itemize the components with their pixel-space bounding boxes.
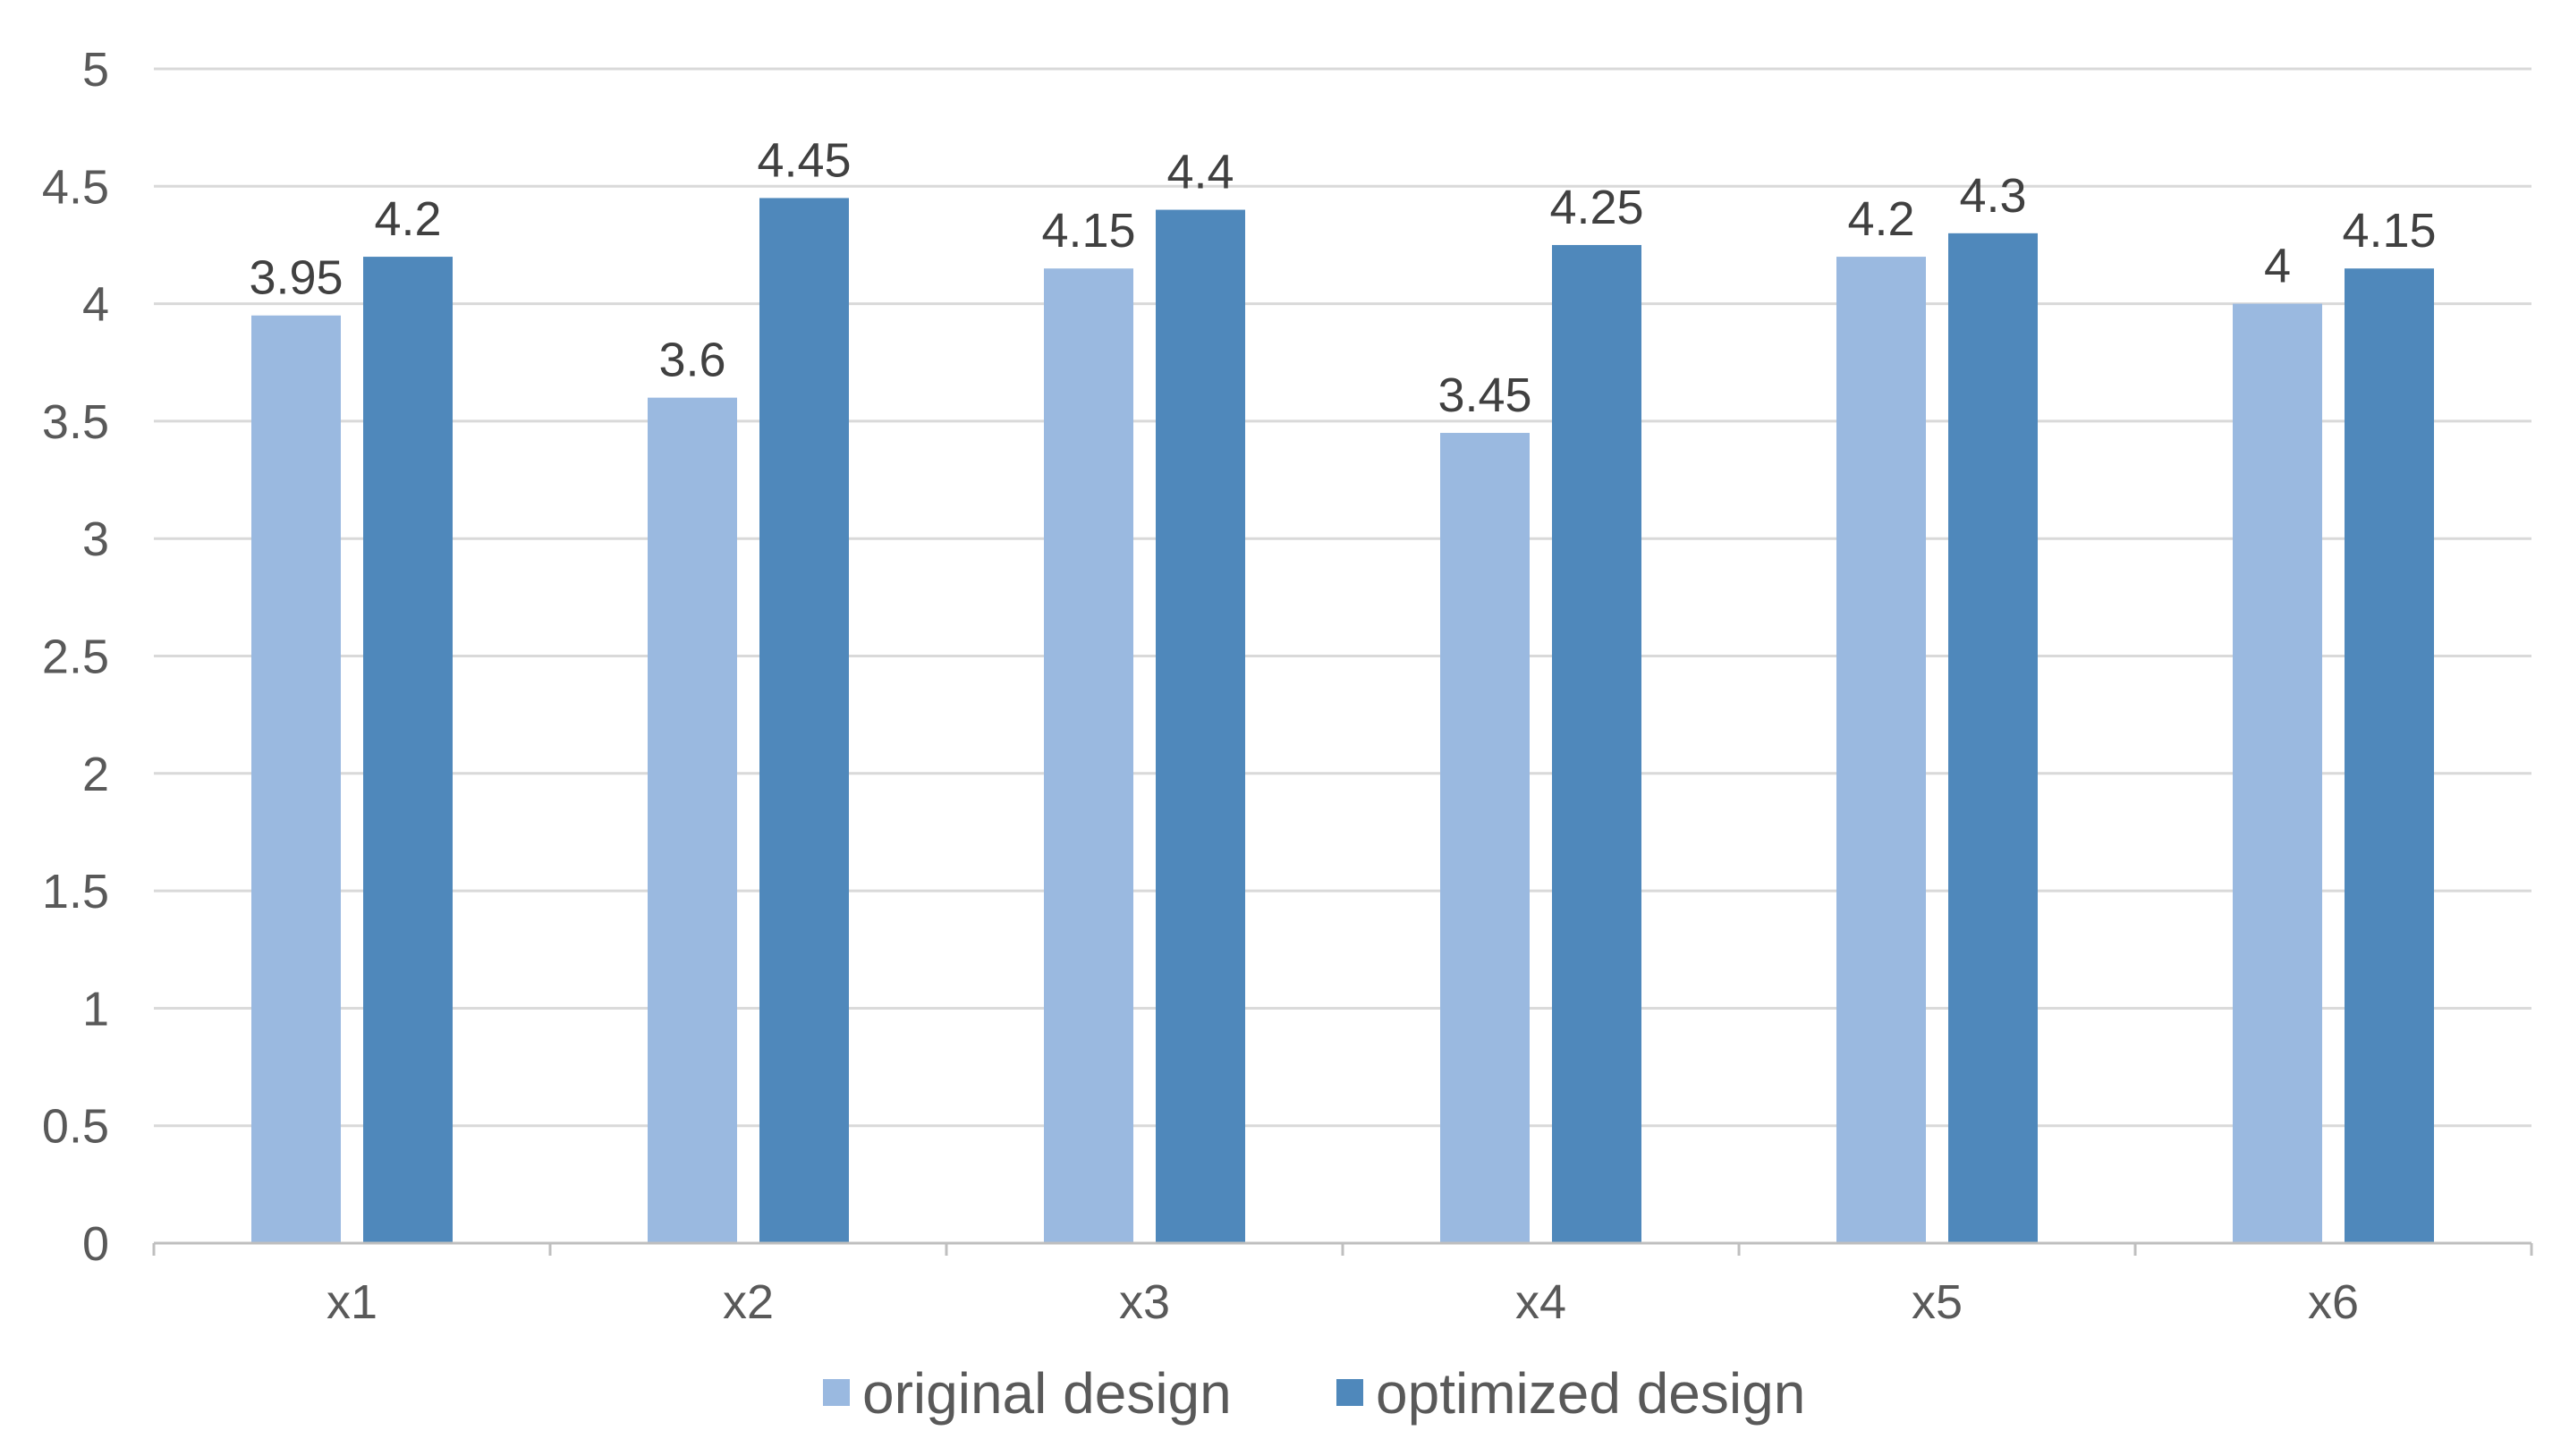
data-label: 3.95 <box>249 251 343 305</box>
y-tick-label: 0 <box>82 1217 109 1271</box>
bar-original-x2 <box>648 397 737 1243</box>
y-tick-label: 3.5 <box>42 395 109 449</box>
data-labels: 3.95 4.2 3.6 4.45 4.15 4.4 3.45 4.25 4.2 4.3 4 4.15 <box>249 133 2436 422</box>
bar-optimized-x6 <box>2345 268 2434 1244</box>
y-tick-label: 5 <box>82 43 109 97</box>
y-tick-label: 4.5 <box>42 160 109 214</box>
data-label: 3.45 <box>1437 368 1531 422</box>
bar-optimized-x2 <box>759 198 849 1244</box>
data-label: 4.15 <box>1041 204 1135 258</box>
legend: original design optimized design <box>823 1361 1805 1426</box>
x-tick-label: x3 <box>1119 1275 1170 1329</box>
bar-original-x5 <box>1836 257 1926 1244</box>
bar-original-x6 <box>2233 303 2322 1244</box>
legend-label: original design <box>862 1361 1232 1426</box>
gridlines <box>154 67 2531 1128</box>
x-axis-ticks: x1 x2 x3 x4 x5 x6 <box>326 1275 2359 1329</box>
y-tick-label: 1 <box>82 982 109 1036</box>
data-label: 4.3 <box>1959 169 2026 223</box>
bars <box>251 198 2434 1244</box>
y-tick-label: 2 <box>82 748 109 801</box>
y-tick-label: 3 <box>82 512 109 566</box>
x-tick-label: x1 <box>326 1275 377 1329</box>
data-label: 4.2 <box>1847 192 1914 246</box>
data-label: 4.45 <box>757 133 851 187</box>
y-tick-label: 0.5 <box>42 1100 109 1154</box>
legend-swatch <box>1336 1379 1363 1406</box>
x-tick-label: x4 <box>1515 1275 1566 1329</box>
bar-original-x3 <box>1044 268 1133 1244</box>
x-tick-label: x2 <box>723 1275 774 1329</box>
bar-optimized-x3 <box>1156 209 1245 1243</box>
data-label: 4.15 <box>2342 204 2436 258</box>
legend-label: optimized design <box>1376 1361 1805 1426</box>
bar-optimized-x5 <box>1948 233 2038 1243</box>
bar-optimized-x1 <box>363 257 453 1244</box>
data-label: 4.4 <box>1166 146 1234 199</box>
bar-original-x4 <box>1440 433 1530 1243</box>
bar-optimized-x4 <box>1552 244 1641 1244</box>
data-label: 4 <box>2264 240 2291 293</box>
legend-swatch <box>823 1379 850 1406</box>
x-tick-label: x6 <box>2308 1275 2359 1329</box>
x-axis <box>152 1241 2533 1256</box>
y-axis-ticks: 0 0.5 1 1.5 2 2.5 3 3.5 4 4.5 5 <box>42 43 109 1271</box>
y-tick-label: 2.5 <box>42 631 109 684</box>
bar-original-x1 <box>251 315 341 1244</box>
y-tick-label: 1.5 <box>42 865 109 918</box>
y-tick-label: 4 <box>82 278 109 332</box>
data-label: 4.2 <box>374 192 441 246</box>
data-label: 4.25 <box>1549 181 1643 234</box>
data-label: 3.6 <box>658 334 725 387</box>
x-tick-label: x5 <box>1912 1275 1963 1329</box>
